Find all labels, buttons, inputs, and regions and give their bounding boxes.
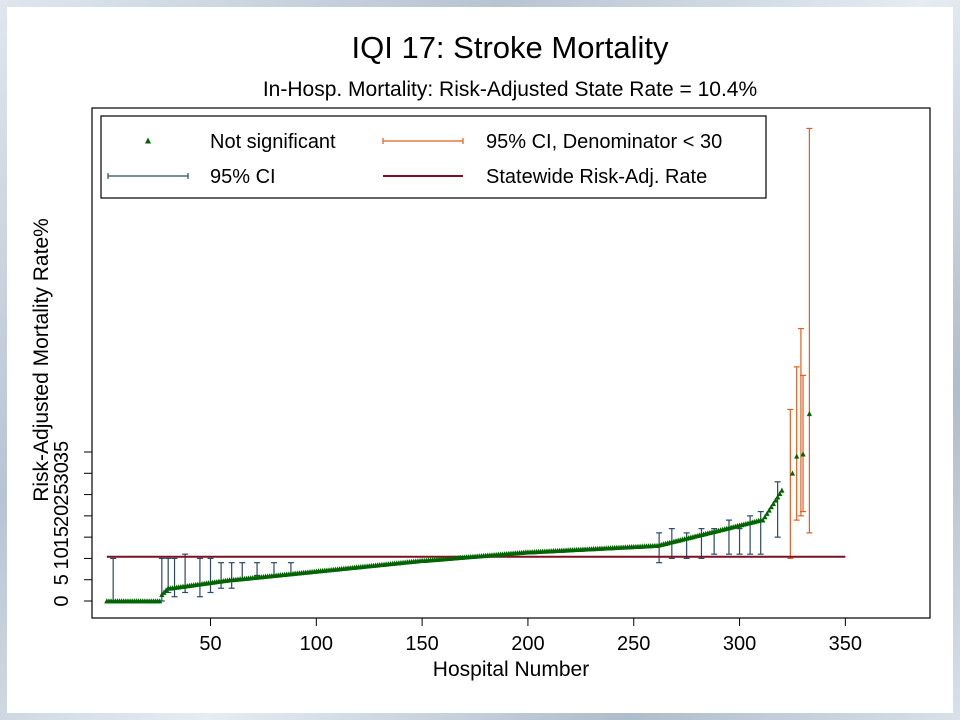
x-tick-label: 200	[511, 633, 544, 655]
data-point	[794, 453, 800, 459]
y-tick-label: 25	[51, 483, 73, 505]
y-tick-label: 35	[51, 441, 73, 463]
data-point	[777, 490, 783, 497]
data-point	[775, 494, 781, 500]
x-tick-label: 300	[723, 633, 756, 655]
data-point	[789, 470, 796, 476]
chart-marks	[104, 127, 846, 604]
legend-label: 95% CI	[210, 166, 276, 188]
data-point	[762, 514, 768, 520]
data-point	[764, 510, 770, 516]
legend-box	[100, 115, 767, 199]
y-tick-label: 30	[51, 462, 73, 484]
x-tick-label: 150	[405, 633, 438, 655]
y-axis-label: Risk-Adjusted Mortality Rate%	[30, 218, 53, 502]
legend-label: Not significant	[210, 131, 336, 153]
x-tick-label: 350	[829, 633, 862, 655]
legend-symbol-triangle	[145, 137, 151, 144]
legend-label: 95% CI, Denominator < 30	[486, 131, 722, 153]
chart-subtitle: In-Hosp. Mortality: Risk-Adjusted State …	[262, 78, 758, 101]
legend: Not significant 95% CI, Denominator < 30 9…	[100, 115, 767, 199]
y-tick-label: 20	[51, 505, 73, 527]
y-tick-label: 10	[51, 547, 73, 569]
data-point	[768, 504, 774, 510]
data-point	[157, 598, 163, 604]
legend-label: Statewide Risk-Adj. Rate	[486, 166, 707, 188]
data-point	[772, 497, 779, 503]
plot-area	[91, 107, 931, 619]
x-axis-label: Hospital Number	[433, 658, 589, 681]
chart-title: IQI 17: Stroke Mortality	[351, 30, 669, 65]
data-point	[779, 487, 785, 493]
x-tick-label: 50	[199, 633, 221, 655]
data-point	[770, 500, 777, 506]
x-tick-label: 100	[300, 633, 333, 655]
y-tick-label: 15	[51, 526, 73, 548]
x-tick-label: 250	[617, 633, 650, 655]
data-point	[806, 410, 812, 417]
data-point	[800, 451, 806, 457]
data-point	[760, 517, 766, 523]
y-tick-label: 0	[51, 595, 73, 606]
y-tick-label: 5	[51, 574, 73, 585]
data-point	[766, 507, 772, 513]
